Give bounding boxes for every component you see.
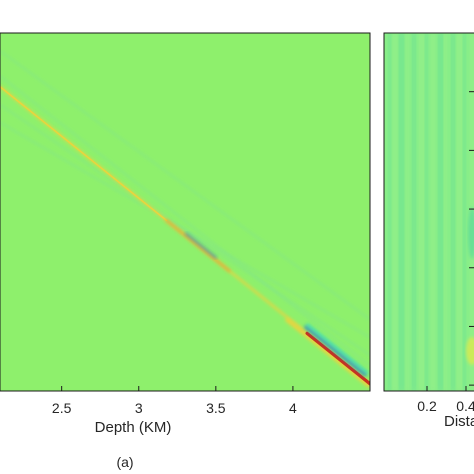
x-tick-label: 2.5 bbox=[52, 400, 72, 416]
texture-streak bbox=[393, 33, 397, 391]
plot-frame-b bbox=[383, 32, 474, 392]
primary-event-trough bbox=[304, 325, 367, 377]
primary-event-core bbox=[0, 85, 168, 222]
amplitude-blob bbox=[466, 337, 474, 365]
texture-streak bbox=[463, 33, 466, 391]
side-lobe-3 bbox=[0, 50, 370, 320]
x-tick-label: 4 bbox=[289, 400, 297, 416]
x-axis-label-b: Dista bbox=[444, 413, 474, 430]
panel-a: 2.5 3 3.5 4 Depth (KM) (a) bbox=[0, 32, 371, 470]
panel-label: (a) bbox=[116, 454, 133, 470]
side-lobe-0 bbox=[0, 75, 370, 367]
x-tick-label: 3 bbox=[135, 400, 143, 416]
plot-frame bbox=[0, 32, 371, 392]
wavefield-texture-b bbox=[388, 33, 474, 391]
texture-streak bbox=[451, 33, 455, 391]
primary-event-peak bbox=[305, 331, 370, 386]
panel-b: 0.2 0.4 Dista bbox=[383, 32, 474, 430]
primary-event-mid bbox=[165, 219, 231, 273]
primary-event-trough-mid bbox=[184, 232, 218, 259]
texture-streak bbox=[444, 33, 447, 391]
x-tick-label-b: 0.4 bbox=[456, 398, 474, 414]
texture-streak bbox=[438, 33, 443, 391]
texture-streak bbox=[388, 33, 391, 391]
texture-streak bbox=[419, 33, 424, 391]
x-axis-ticks: 2.5 3 3.5 4 bbox=[52, 386, 297, 416]
primary-event-trough-halo bbox=[306, 323, 369, 374]
texture-streak bbox=[425, 33, 428, 391]
texture-streak bbox=[431, 33, 435, 391]
texture-streak bbox=[412, 33, 416, 391]
x-tick-label-b: 0.2 bbox=[417, 398, 437, 414]
x-tick-label: 3.5 bbox=[206, 400, 226, 416]
side-lobe-2 bbox=[0, 121, 370, 338]
x-axis-label: Depth (KM) bbox=[95, 419, 172, 436]
texture-streak bbox=[457, 33, 462, 391]
x-axis-ticks-b: 0.2 0.4 bbox=[417, 91, 474, 414]
primary-event-crest-lower bbox=[285, 318, 370, 388]
heatmap-background bbox=[0, 33, 370, 391]
amplitude-streak bbox=[468, 207, 474, 259]
texture-streak bbox=[399, 33, 404, 391]
wavefield-events bbox=[0, 50, 370, 388]
texture-streak bbox=[406, 33, 409, 391]
